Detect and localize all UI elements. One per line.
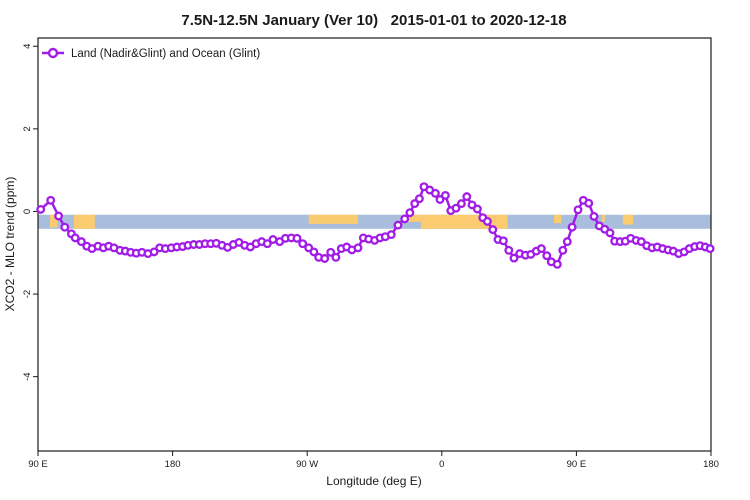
y-tick-label: 2 [22, 126, 33, 131]
data-point [542, 251, 552, 261]
series-layer [36, 182, 715, 269]
x-tick-label: 180 [703, 459, 719, 470]
land-segment [308, 214, 359, 224]
legend: Land (Nadir&Glint) and Ocean (Glint) [42, 47, 260, 60]
data-point [509, 253, 519, 263]
ocean-band [38, 214, 711, 229]
data-point [589, 211, 599, 221]
data-point [393, 220, 403, 230]
data-point [36, 204, 46, 214]
data-point [414, 194, 424, 204]
data-point [292, 233, 302, 243]
y-tick-label: 0 [22, 209, 33, 214]
land-segment [622, 214, 634, 225]
data-point [472, 204, 482, 214]
band-layer [38, 214, 711, 229]
data-point [326, 247, 336, 257]
data-point [567, 222, 577, 232]
land-segment [404, 214, 421, 222]
data-point [440, 190, 450, 200]
data-point [705, 244, 715, 254]
data-point [298, 239, 308, 249]
data-point [430, 188, 440, 198]
legend-label: Land (Nadir&Glint) and Ocean (Glint) [71, 48, 260, 60]
data-point [451, 203, 461, 213]
data-point [488, 225, 498, 235]
data-point [605, 228, 615, 238]
legend-marker-icon [47, 47, 59, 59]
data-point [149, 247, 159, 257]
x-tick-label: 90 E [567, 459, 587, 470]
data-point [558, 245, 568, 255]
data-point [320, 254, 330, 263]
x-axis-title: Longitude (deg E) [326, 474, 421, 488]
data-point [552, 259, 562, 269]
y-axis-title: XCO2 - MLO trend (ppm) [3, 177, 17, 312]
data-point [70, 233, 80, 243]
data-point [76, 237, 86, 247]
y-tick-label: 4 [22, 44, 33, 49]
data-point [410, 199, 420, 209]
chart-title: 7.5N-12.5N January (Ver 10) 2015-01-01 t… [181, 12, 566, 29]
land-segment [553, 214, 562, 224]
y-tick-label: -4 [22, 372, 33, 380]
data-point [536, 244, 546, 254]
data-point [504, 245, 514, 255]
axes-layer: 90 E 180 90 W 0 90 E 180 -4 -2 0 2 4 [22, 37, 719, 470]
land-segment [73, 214, 95, 229]
data-point [309, 247, 319, 257]
data-point [54, 211, 64, 221]
data-point [353, 243, 363, 253]
data-point [456, 199, 466, 209]
land-segment [49, 214, 58, 228]
data-point [462, 192, 472, 202]
data-point [262, 239, 272, 249]
data-point [573, 205, 583, 215]
data-point [386, 230, 396, 240]
y-tick-label: -2 [22, 290, 33, 298]
data-point [498, 236, 508, 246]
data-point [584, 198, 594, 208]
data-point [482, 216, 492, 226]
x-tick-label: 90 W [296, 459, 318, 470]
data-point [562, 237, 572, 247]
data-point [435, 195, 445, 204]
x-tick-label: 0 [439, 459, 444, 470]
data-point [405, 208, 415, 218]
x-tick-label: 180 [165, 459, 181, 470]
data-point [46, 195, 56, 205]
data-point [400, 214, 410, 224]
data-point [636, 237, 646, 247]
x-tick-label: 90 E [28, 459, 48, 470]
data-point [331, 252, 341, 262]
data-point [467, 200, 477, 210]
data-point [60, 222, 70, 232]
land-segment [601, 214, 605, 222]
